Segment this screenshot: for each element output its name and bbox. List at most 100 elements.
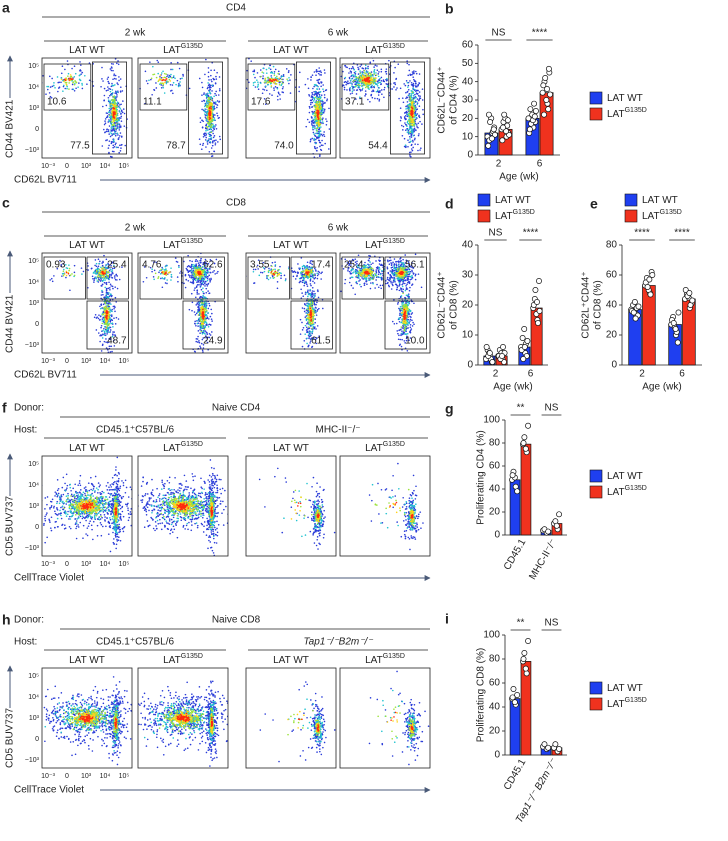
event-dot — [311, 122, 313, 124]
event-dot — [163, 76, 166, 79]
event-dot — [103, 334, 106, 336]
event-dot — [111, 124, 114, 126]
event-dot — [314, 91, 317, 93]
event-dot — [194, 287, 196, 289]
event-dot — [212, 132, 214, 135]
event-dot — [412, 99, 414, 101]
event-dot — [320, 114, 322, 117]
event-dot — [112, 69, 114, 72]
event-dot — [273, 81, 275, 84]
event-dot — [207, 290, 209, 292]
event-dot — [191, 274, 193, 276]
event-dot — [317, 128, 320, 131]
event-dot — [373, 80, 376, 82]
event-dot — [193, 350, 196, 353]
event-dot — [421, 99, 424, 101]
event-dot — [206, 277, 209, 280]
event-dot — [202, 308, 204, 311]
event-dot — [113, 125, 116, 128]
event-dot — [207, 67, 210, 69]
event-dot — [105, 130, 108, 133]
event-dot — [414, 93, 416, 96]
event-dot — [205, 291, 208, 294]
event-dot — [196, 277, 198, 280]
event-dot — [417, 122, 420, 125]
event-dot — [252, 73, 255, 76]
event-dot — [322, 102, 324, 105]
event-dot — [213, 95, 215, 98]
event-dot — [204, 73, 206, 76]
event-dot — [422, 108, 424, 111]
event-dot — [201, 126, 204, 129]
event-dot — [319, 130, 322, 132]
event-dot — [107, 304, 110, 306]
event-dot — [320, 118, 323, 121]
event-dot — [317, 85, 319, 88]
event-dot — [278, 83, 281, 86]
event-dot — [205, 134, 208, 136]
y-tick-label: 10³ — [29, 105, 40, 112]
event-dot — [209, 92, 212, 94]
event-dot — [363, 69, 366, 72]
event-dot — [204, 134, 206, 137]
event-dot — [105, 321, 108, 323]
event-dot — [198, 309, 200, 311]
event-dot — [368, 75, 371, 77]
event-dot — [68, 77, 70, 80]
event-dot — [101, 277, 103, 279]
event-dot — [279, 93, 281, 96]
event-dot — [79, 74, 81, 76]
event-dot — [417, 143, 419, 146]
event-dot — [358, 88, 361, 91]
event-dot — [102, 272, 105, 275]
event-dot — [201, 306, 204, 309]
event-dot — [243, 81, 245, 83]
event-dot — [206, 275, 209, 278]
event-dot — [108, 116, 111, 119]
event-dot — [369, 86, 372, 89]
event-dot — [159, 75, 161, 78]
event-dot — [204, 277, 206, 279]
event-dot — [166, 75, 168, 78]
event-dot — [100, 326, 102, 329]
event-dot — [60, 78, 63, 81]
event-dot — [357, 77, 359, 79]
event-dot — [410, 124, 412, 126]
event-dot — [109, 135, 112, 138]
plot-label-sup: G135D — [181, 43, 203, 50]
event-dot — [209, 281, 211, 283]
event-dot — [383, 96, 385, 99]
event-dot — [358, 78, 361, 80]
event-dot — [114, 143, 117, 146]
event-dot — [105, 290, 108, 292]
event-dot — [318, 135, 321, 137]
event-dot — [370, 79, 373, 82]
event-dot — [208, 267, 211, 270]
event-dot — [271, 94, 273, 96]
event-dot — [198, 293, 200, 295]
event-dot — [210, 137, 213, 139]
event-dot — [205, 110, 207, 113]
y-tick-label: 10⁴ — [28, 84, 39, 91]
event-dot — [95, 262, 98, 265]
event-dot — [406, 60, 408, 62]
event-dot — [218, 89, 221, 92]
event-dot — [160, 78, 162, 81]
event-dot — [66, 87, 68, 90]
event-dot — [208, 98, 211, 101]
event-dot — [100, 304, 103, 306]
event-dot — [95, 265, 98, 268]
event-dot — [361, 79, 364, 82]
event-dot — [355, 77, 358, 80]
x-tick-label: 10⁴ — [100, 163, 111, 170]
event-dot — [99, 280, 102, 282]
event-dot — [319, 126, 322, 128]
event-dot — [273, 79, 276, 82]
event-dot — [118, 76, 120, 78]
event-dot — [192, 269, 195, 272]
event-dot — [200, 296, 203, 298]
event-dot — [200, 299, 202, 301]
event-dot — [410, 140, 412, 142]
event-dot — [314, 101, 316, 104]
event-dot — [173, 75, 175, 77]
